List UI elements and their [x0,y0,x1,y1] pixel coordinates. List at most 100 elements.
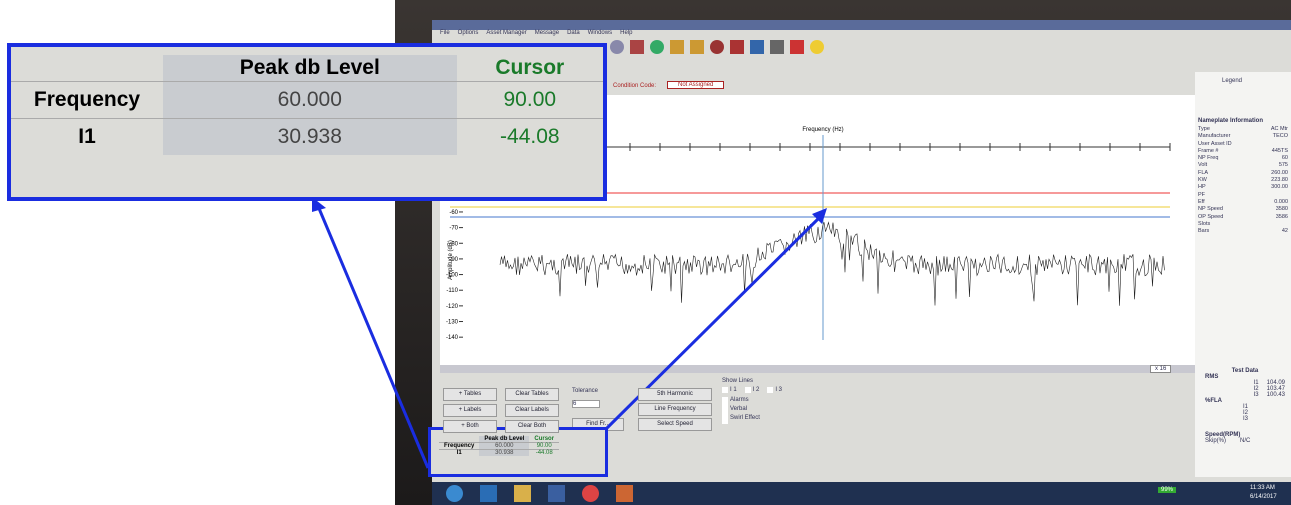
option-check[interactable]: Verbal [722,406,760,415]
nameplate-value: 223.80 [1271,177,1288,184]
harmonic-button[interactable]: Select Speed [638,418,712,431]
value-cell: 30.938 [163,119,457,156]
nameplate-key: Type [1198,126,1210,133]
menu-item[interactable]: Windows [588,30,612,39]
nameplate-row: NP Freq60 [1198,155,1288,162]
nameplate-key: Bars [1198,228,1209,235]
value-cell: 90.00 [529,443,559,450]
line-check[interactable]: I 1 [722,387,737,393]
task-icon[interactable] [548,485,565,502]
control-button[interactable]: Clear Labels [505,404,559,417]
y-tick-label: -130 [446,320,459,326]
small-table: Peak db LevelCursorFrequency60.00090.00I… [439,436,559,456]
zoom-value[interactable]: x 16 [1150,365,1171,373]
condition-value: Not Assigned [667,81,724,89]
task-icon[interactable] [514,485,531,502]
tool-icon[interactable] [770,40,784,54]
tool-icon[interactable] [630,40,644,54]
nameplate-row: Volt575 [1198,162,1288,169]
battery[interactable]: 99% [1158,487,1176,493]
menu-item[interactable]: Asset Manager [486,30,526,39]
nameplate-row: Type AC Mtr [1198,126,1288,133]
nameplate-key: PF [1198,192,1205,199]
nameplate-key: OP Speed [1198,214,1223,221]
tool-icon[interactable] [650,40,664,54]
nameplate-row: PF [1198,192,1288,199]
x-axis-label: Frequency (Hz) [802,127,843,133]
row-label: Frequency [439,443,479,450]
nameplate-row: Frame #445TS [1198,148,1288,155]
rms-key: I3 [1254,392,1259,398]
tolerance-value[interactable]: 6 [572,400,600,408]
menu-item[interactable]: Message [535,30,559,39]
control-button[interactable]: Clear Both [505,420,559,433]
start-button[interactable] [446,485,463,502]
slip-value: N/C [1240,438,1250,444]
taskbar: 99% 11:33 AM 6/14/2017 [432,482,1291,505]
nameplate-key: FLA [1198,170,1208,177]
title-bar [432,20,1291,30]
tool-icon[interactable] [790,40,804,54]
row-label: Frequency [11,82,163,119]
line-check[interactable]: I 2 [745,387,760,393]
tool-icon[interactable] [610,40,624,54]
tool-icon[interactable] [690,40,704,54]
y-tick-label: -90 [449,257,458,263]
control-button[interactable]: + Labels [443,404,497,417]
tool-icon[interactable] [810,40,824,54]
nameplate-title: Nameplate Information [1198,118,1263,124]
control-button[interactable]: + Both [443,420,497,433]
menu-item[interactable]: Options [458,30,479,39]
rms-value: 100.43 [1267,392,1285,398]
nameplate-key: User Asset ID [1198,141,1232,148]
tool-icon[interactable] [670,40,684,54]
value-cell: 60.000 [479,443,529,450]
legend-title: Legend [1222,78,1242,84]
nameplate-key: Frame # [1198,148,1218,155]
nameplate-key: Slots [1198,221,1210,228]
option-check[interactable]: Swirl Effect [722,415,760,424]
nameplate-row: Slots [1198,221,1288,228]
nameplate-row: KW223.80 [1198,177,1288,184]
tool-icon[interactable] [730,40,744,54]
control-button[interactable]: Clear Tables [505,388,559,401]
scrollbar[interactable] [440,365,1195,373]
task-icon[interactable] [616,485,633,502]
line-check[interactable]: I 3 [767,387,782,393]
fla-key: I3 [1205,416,1285,422]
nameplate-key: Volt [1198,162,1207,169]
condition-label: Condition Code: [613,83,656,89]
task-icon[interactable] [480,485,497,502]
menu-item[interactable]: Data [567,30,580,39]
harmonic-button[interactable]: 5th Harmonic [638,388,712,401]
nameplate-value: AC Mtr [1271,126,1288,133]
option-check[interactable]: Alarms [722,397,760,406]
slip-row: Skip(%)N/C [1205,438,1285,444]
tool-icon[interactable] [750,40,764,54]
header-cell: Peak db Level [479,436,529,443]
menu-item[interactable]: Help [620,30,632,39]
header-cell: Cursor [457,55,603,82]
corner-cell [11,55,163,82]
menu-item[interactable]: File [440,30,450,39]
zoom-callout: Peak db LevelCursorFrequency60.00090.00I… [7,43,607,201]
y-tick-label: -100 [446,273,459,279]
harmonic-button[interactable]: Line Frequency [638,403,712,416]
value-cell: -44.08 [529,450,559,457]
task-icon[interactable] [582,485,599,502]
control-button[interactable]: + Tables [443,388,497,401]
y-tick-label: -80 [449,241,458,247]
nameplate-row: ManufacturerTECO [1198,133,1288,140]
nameplate-key: NP Speed [1198,206,1223,213]
value-cell: 90.00 [457,82,603,119]
tool-icon[interactable] [710,40,724,54]
nameplate-key: HP [1198,184,1206,191]
